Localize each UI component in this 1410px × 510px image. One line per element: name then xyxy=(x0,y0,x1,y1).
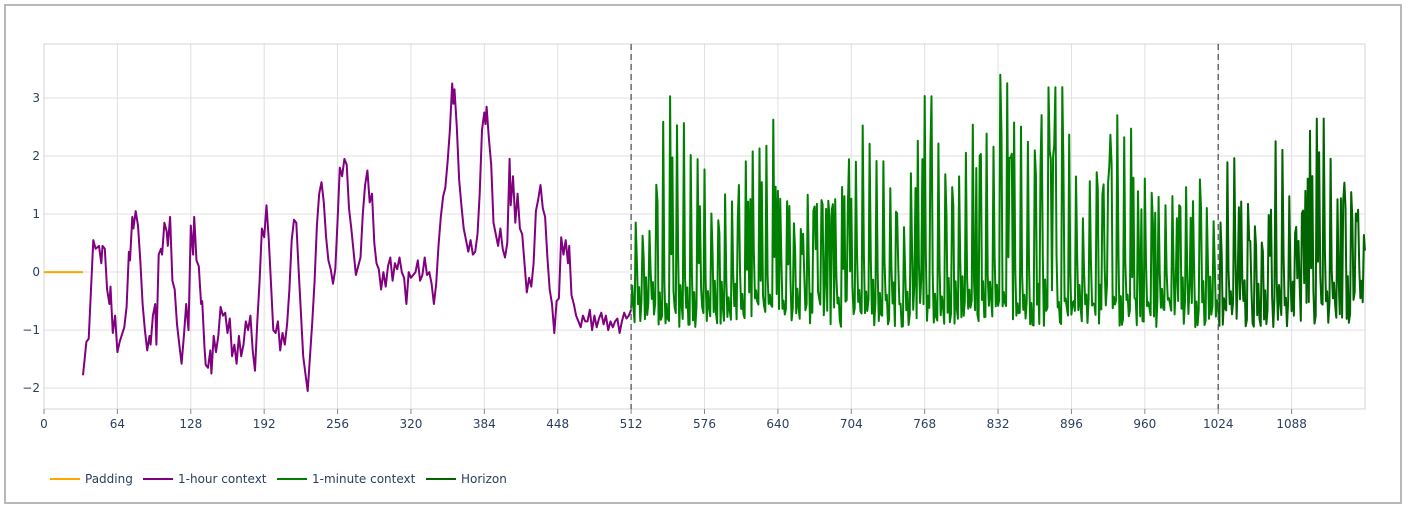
x-tick-label: 960 xyxy=(1133,417,1156,431)
legend-item-padding[interactable]: Padding xyxy=(50,472,133,486)
x-tick-label: 1024 xyxy=(1203,417,1234,431)
y-tick-label: −1 xyxy=(22,323,40,337)
horizon-line xyxy=(1217,117,1366,328)
y-tick-label: 3 xyxy=(32,91,40,105)
x-tick-label: 192 xyxy=(253,417,276,431)
vertical-markers xyxy=(630,44,1219,409)
legend-label: 1-minute context xyxy=(312,472,416,486)
x-tick-label: 128 xyxy=(179,417,202,431)
y-tick-label: 2 xyxy=(32,149,40,163)
x-tick-label: 1088 xyxy=(1276,417,1307,431)
x-tick-label: 384 xyxy=(473,417,496,431)
x-tick-label: 768 xyxy=(913,417,936,431)
y-tick-label: 0 xyxy=(32,265,40,279)
x-tick-label: 320 xyxy=(399,417,422,431)
y-tick-label: −2 xyxy=(22,381,40,395)
x-tick-label: 0 xyxy=(40,417,48,431)
legend-label: Padding xyxy=(85,472,133,486)
y-tick-label: 1 xyxy=(32,207,40,221)
x-tick-label: 512 xyxy=(620,417,643,431)
one-minute-context-line xyxy=(630,73,1220,329)
legend-item-1-hour-context[interactable]: 1-hour context xyxy=(143,472,267,486)
x-tick-label: 704 xyxy=(840,417,863,431)
series-lines xyxy=(44,73,1366,392)
legend-item-1-minute-context[interactable]: 1-minute context xyxy=(277,472,416,486)
x-tick-label: 640 xyxy=(766,417,789,431)
x-tick-label: 256 xyxy=(326,417,349,431)
y-axis: −2 −1 0 1 2 3 xyxy=(22,91,40,395)
x-tick-label: 576 xyxy=(693,417,716,431)
one-hour-context-line xyxy=(82,82,633,392)
legend-label: Horizon xyxy=(461,472,507,486)
x-tick-label: 64 xyxy=(110,417,125,431)
legend: Padding 1-hour context 1-minute context … xyxy=(50,472,507,486)
legend-item-horizon[interactable]: Horizon xyxy=(426,472,507,486)
x-axis: 0 64 128 192 256 320 384 448 512 576 640 704 768 832 8… xyxy=(40,409,1307,431)
x-tick-label: 896 xyxy=(1060,417,1083,431)
x-tick-label: 832 xyxy=(987,417,1010,431)
x-tick-label: 448 xyxy=(546,417,569,431)
legend-label: 1-hour context xyxy=(178,472,267,486)
